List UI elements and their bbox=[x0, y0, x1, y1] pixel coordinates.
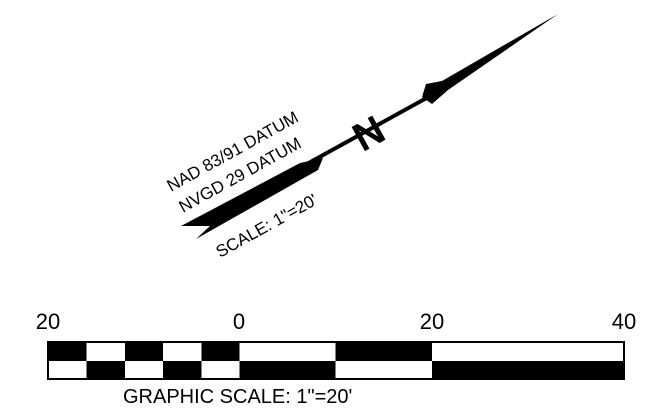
scale-bar bbox=[47, 341, 625, 380]
scale-segment-black bbox=[432, 361, 624, 379]
scale-segment-black bbox=[163, 361, 202, 379]
north-arrow-tail bbox=[181, 158, 323, 239]
scale-segment-white bbox=[48, 361, 87, 379]
scale-segment-white bbox=[239, 342, 336, 361]
scale-segment-white bbox=[432, 342, 624, 361]
graphic-scale-caption: GRAPHIC SCALE: 1"=20' bbox=[123, 386, 352, 408]
graphic-scale: 20 0 20 40 GRAPH bbox=[36, 309, 636, 408]
scale-tick-label: 20 bbox=[420, 309, 444, 334]
scale-segment-white bbox=[86, 342, 125, 361]
north-arrow: N NAD 83/91 DATUM NVGD 29 DATUM SCALE: 1… bbox=[164, 14, 558, 261]
scale-segment-black bbox=[335, 342, 432, 361]
scale-segment-white bbox=[201, 361, 240, 379]
scale-tick-label: 40 bbox=[612, 309, 636, 334]
scale-segment-white bbox=[163, 342, 202, 361]
scale-tick-label: 0 bbox=[233, 309, 245, 334]
scale-bar-outline bbox=[47, 341, 625, 380]
scale-segment-white bbox=[335, 361, 432, 379]
scale-segment-black bbox=[201, 342, 240, 361]
scale-tick-label: 20 bbox=[36, 309, 60, 334]
scale-segment-black bbox=[86, 361, 125, 379]
scale-segment-black bbox=[125, 342, 163, 361]
scale-segment-white bbox=[125, 361, 163, 379]
scale-segment-black bbox=[239, 361, 336, 379]
north-arrow-head bbox=[422, 14, 558, 104]
north-letter: N bbox=[346, 108, 393, 160]
scale-segment-black bbox=[48, 342, 87, 361]
north-arrow-shaft bbox=[304, 93, 433, 167]
